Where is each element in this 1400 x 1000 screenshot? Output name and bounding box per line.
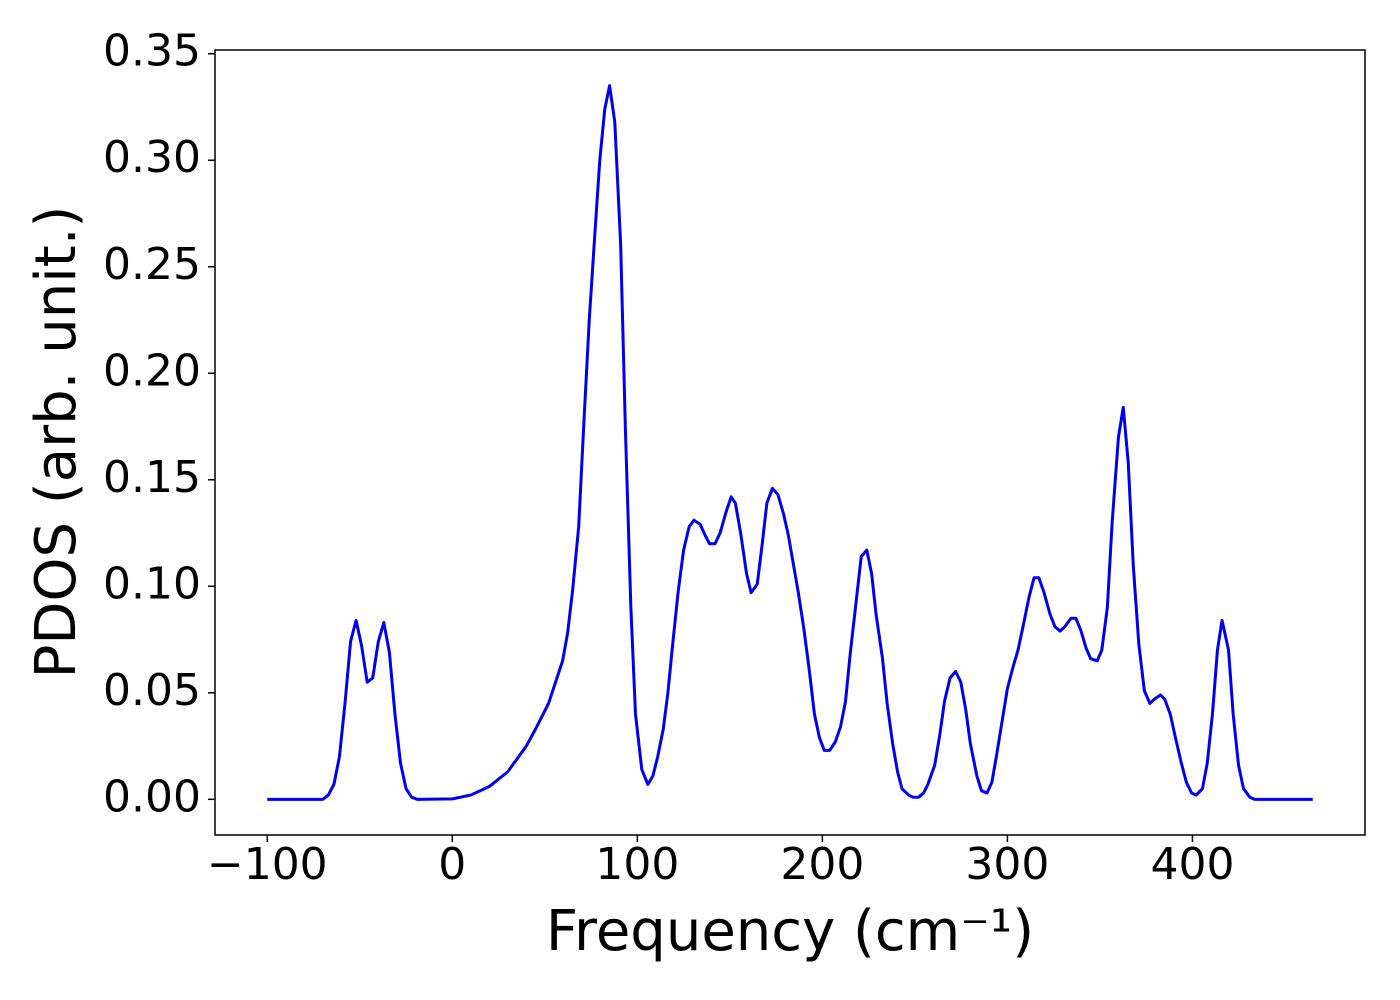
y-tick-label: 0.10 xyxy=(103,558,201,609)
x-tick-label: 300 xyxy=(965,839,1049,890)
y-axis-label: PDOS (arb. unit.) xyxy=(24,206,89,679)
x-tick-label: 0 xyxy=(438,839,466,890)
y-tick-label: 0.30 xyxy=(103,132,201,183)
y-tick-label: 0.20 xyxy=(103,345,201,396)
plot-frame xyxy=(214,49,1366,836)
y-tick-label: 0.05 xyxy=(103,665,201,716)
data-line xyxy=(267,84,1313,801)
y-tick-label: 0.25 xyxy=(103,239,201,290)
y-tick-label: 0.35 xyxy=(103,26,201,77)
x-tick-label: 200 xyxy=(780,839,864,890)
y-tick-label: 0.15 xyxy=(103,452,201,503)
x-tick-label: 100 xyxy=(595,839,679,890)
x-tick-label: −100 xyxy=(207,839,328,890)
x-tick-label: 400 xyxy=(1150,839,1234,890)
y-tick-label: 0.00 xyxy=(103,771,201,822)
x-axis-label: Frequency (cm⁻¹) xyxy=(546,899,1034,964)
